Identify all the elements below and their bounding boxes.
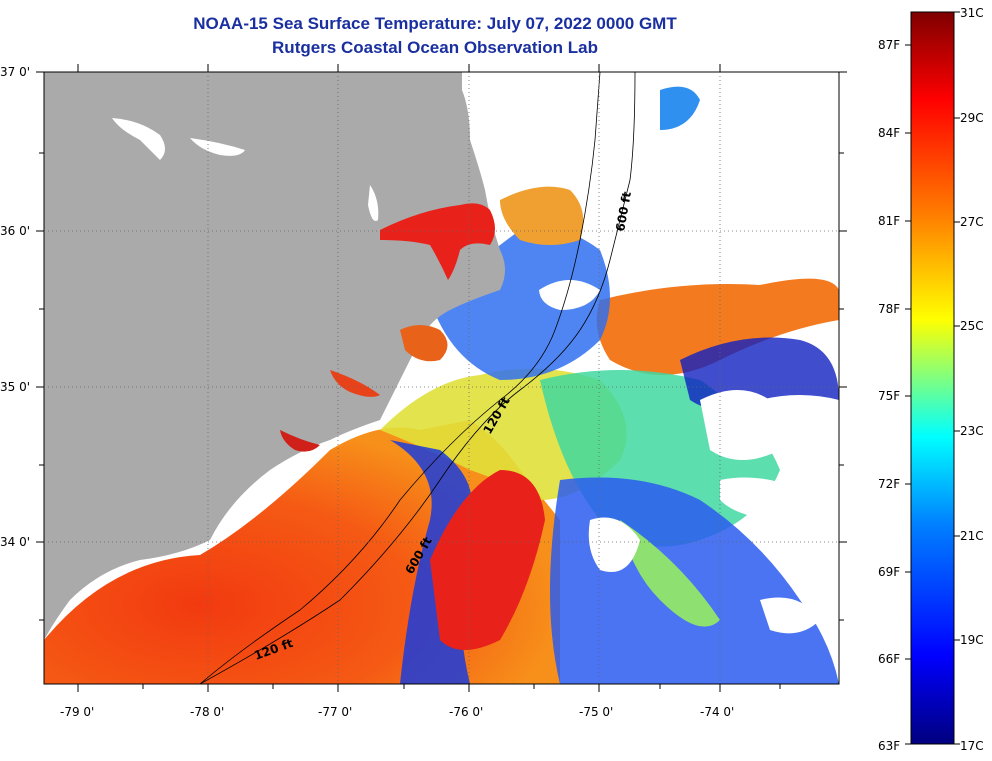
cb-f-81: 81F	[878, 214, 900, 228]
cb-f-87: 87F	[878, 38, 900, 52]
cb-f-84: 84F	[878, 126, 900, 140]
lat-label-35: 35 0'	[0, 380, 30, 394]
lake-3	[368, 185, 379, 221]
cb-c-29: 29C	[960, 111, 984, 125]
cb-f-63: 63F	[878, 739, 900, 753]
river-inlet-1	[330, 370, 380, 397]
cb-f-75: 75F	[878, 389, 900, 403]
lon-label-74: -74 0'	[700, 705, 734, 719]
river-inlet-2	[280, 430, 320, 452]
lat-label-37: 37 0'	[0, 65, 30, 79]
lon-label-75: -75 0'	[579, 705, 613, 719]
cb-f-69: 69F	[878, 565, 900, 579]
cb-c-17: 17C	[960, 739, 984, 753]
map-title: NOAA-15 Sea Surface Temperature: July 07…	[193, 14, 677, 33]
map-subtitle: Rutgers Coastal Ocean Observation Lab	[272, 38, 598, 57]
cb-c-19: 19C	[960, 633, 984, 647]
lon-label-76: -76 0'	[449, 705, 483, 719]
contour-line-shelf	[199, 72, 636, 684]
lake-2	[190, 138, 245, 156]
pamlico-sound	[400, 325, 448, 362]
lon-label-77: -77 0'	[318, 705, 352, 719]
contour-label-600-north: 600 ft	[613, 190, 634, 232]
land-mass	[44, 72, 505, 640]
lat-label-36: 36 0'	[0, 224, 30, 238]
lon-label-78: -78 0'	[190, 705, 224, 719]
contour-line-coastal	[199, 72, 601, 684]
cb-c-31: 31C	[960, 6, 984, 20]
colorbar-ticks	[905, 11, 960, 745]
cb-c-23: 23C	[960, 424, 984, 438]
cb-c-21: 21C	[960, 529, 984, 543]
cb-c-25: 25C	[960, 319, 984, 333]
cb-f-66: 66F	[878, 652, 900, 666]
grid-lines	[44, 72, 839, 684]
cb-f-78: 78F	[878, 302, 900, 316]
colorbar	[910, 11, 955, 745]
plot-frame	[43, 71, 840, 685]
sst-data-layer	[44, 86, 839, 684]
cb-c-27: 27C	[960, 215, 984, 229]
axis-ticks	[36, 64, 847, 692]
cb-f-72: 72F	[878, 477, 900, 491]
lake-1	[112, 118, 165, 160]
lat-label-34: 34 0'	[0, 535, 30, 549]
lon-label-79: -79 0'	[60, 705, 94, 719]
albemarle-sound	[380, 203, 495, 280]
